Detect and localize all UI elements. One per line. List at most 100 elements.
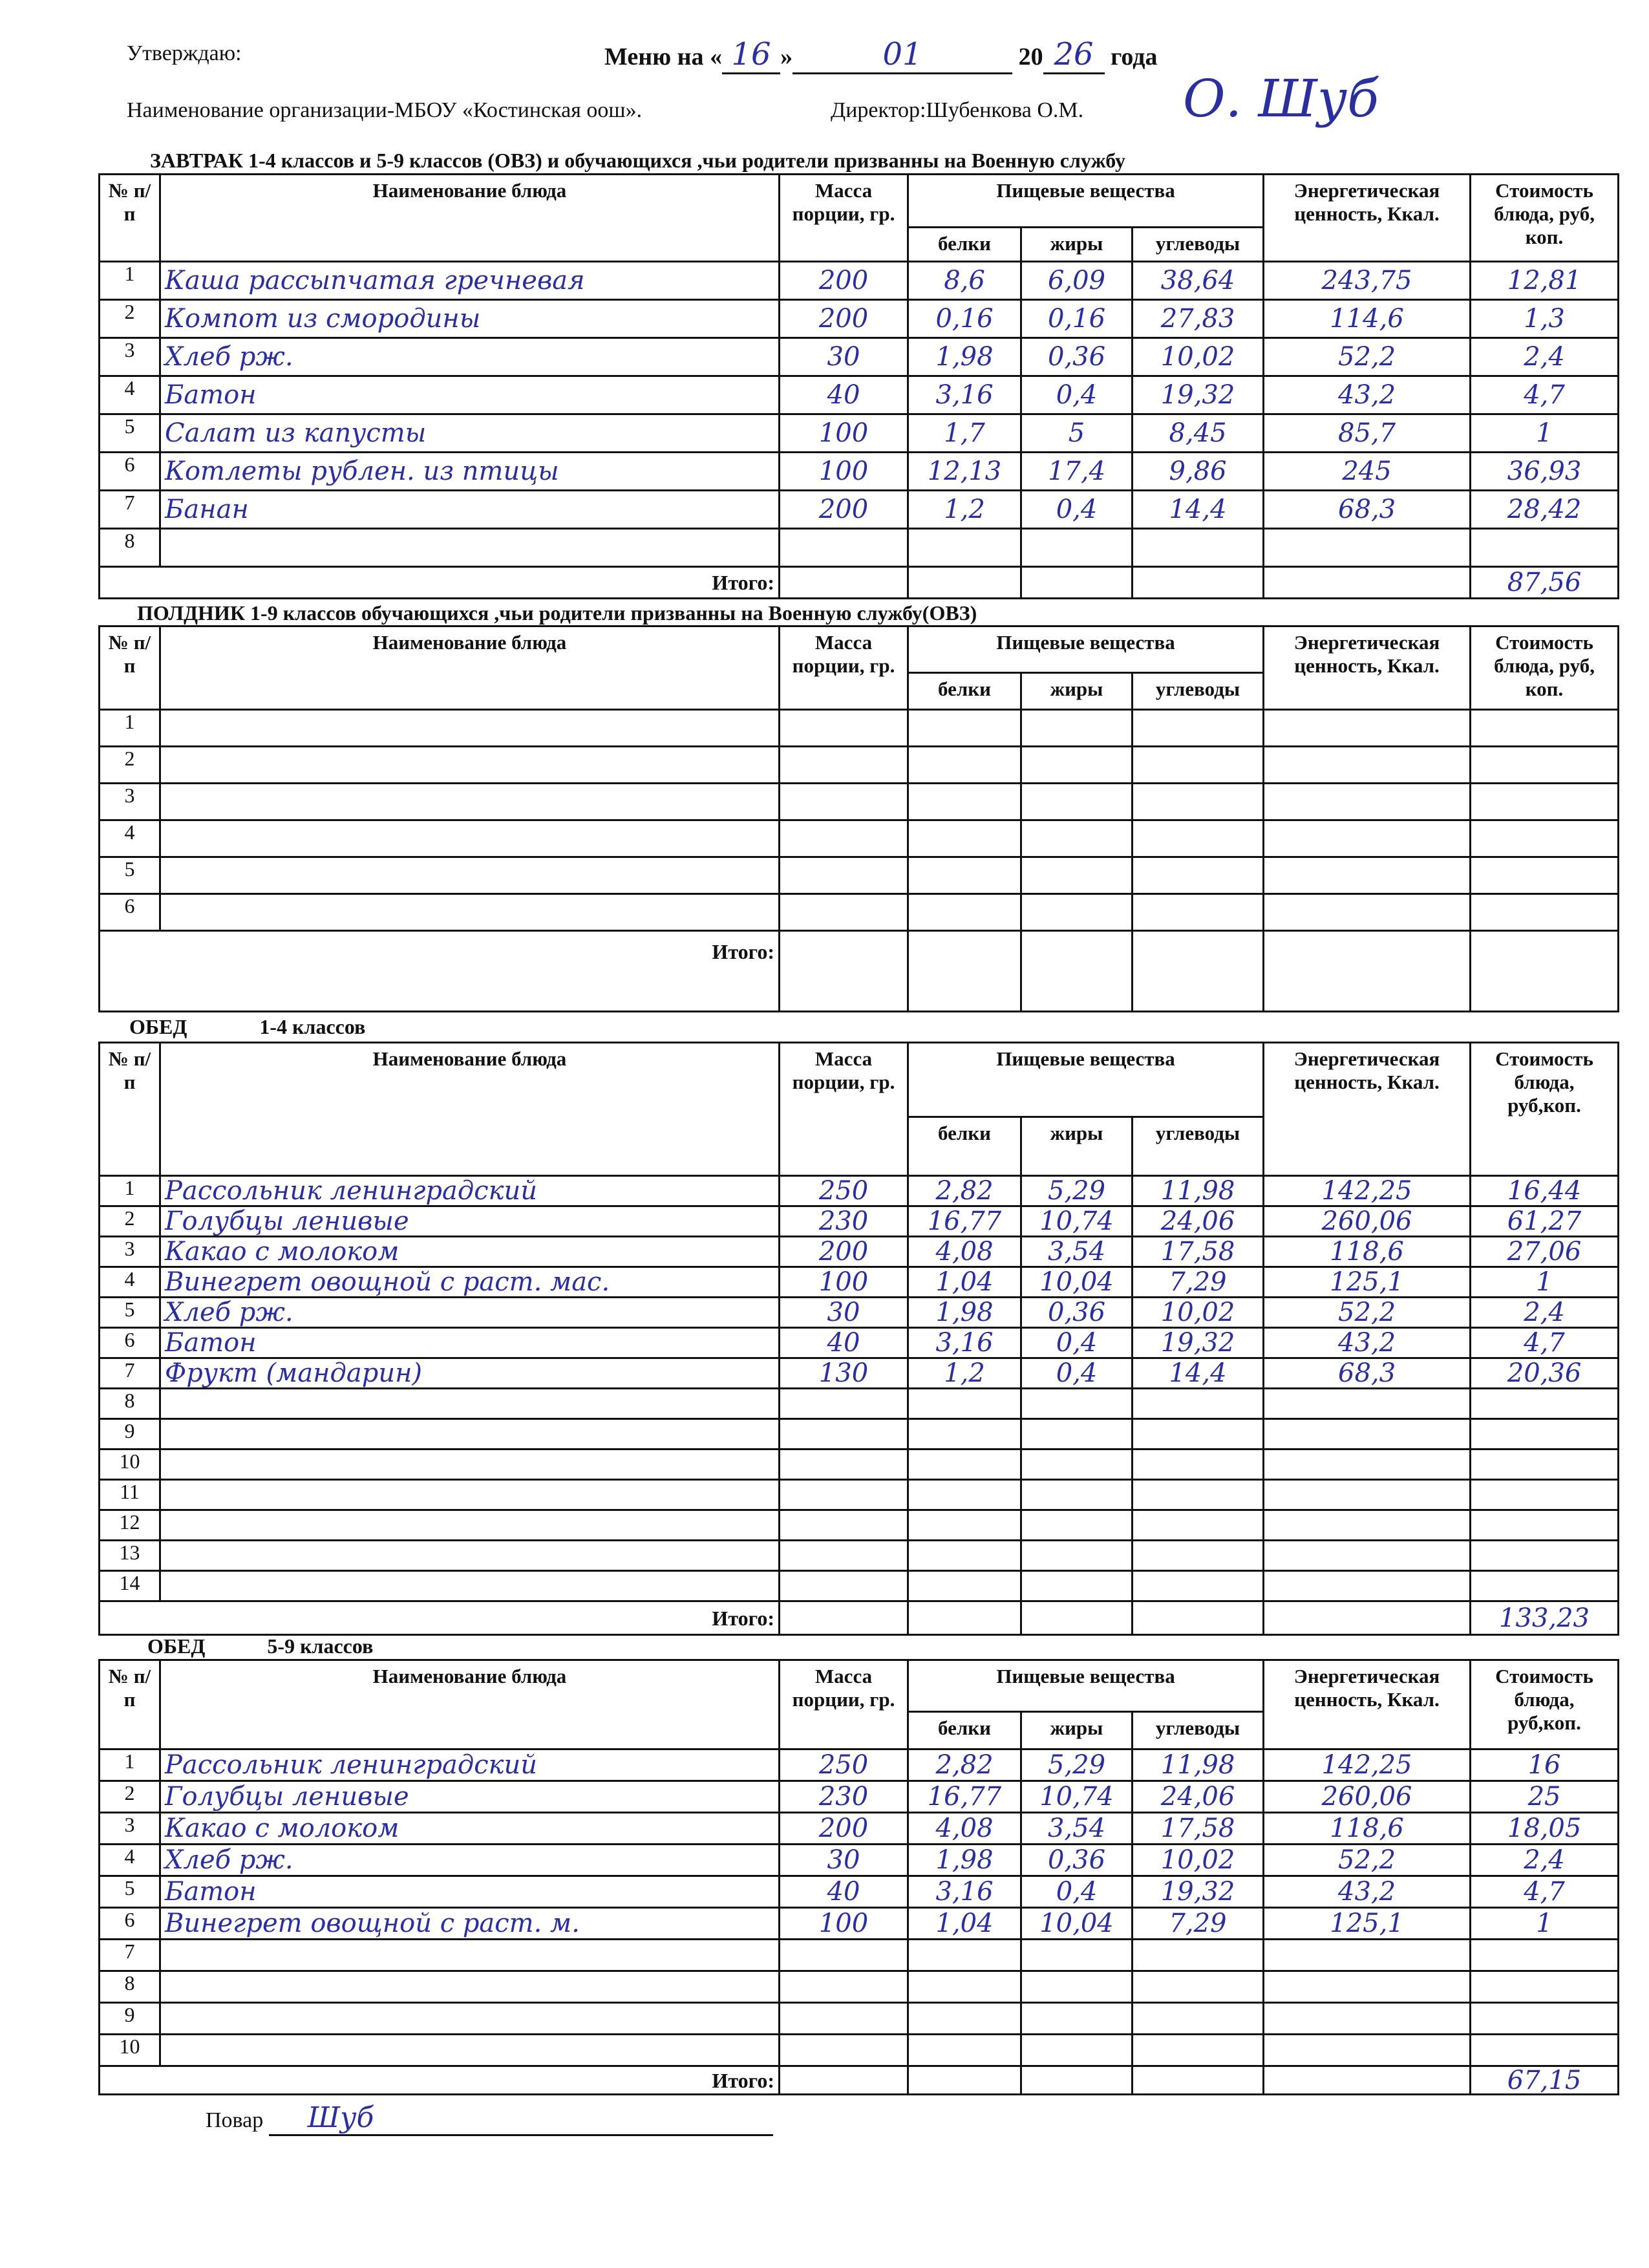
cost-cell: 36,93 bbox=[1469, 451, 1620, 491]
empty-cell bbox=[778, 2065, 909, 2095]
row-number-cell: 10 bbox=[98, 2033, 161, 2067]
menu-year: 26 bbox=[1043, 36, 1105, 74]
fats-cell bbox=[1020, 1539, 1133, 1572]
energy-kcal-cell bbox=[1262, 1938, 1472, 1972]
itogo-value: 133,23 bbox=[1469, 1600, 1620, 1636]
portion-mass-cell bbox=[778, 1539, 909, 1572]
table-row: 14 bbox=[98, 1570, 1620, 1602]
fats-cell: 6,09 bbox=[1020, 261, 1133, 301]
carbs-cell bbox=[1131, 2002, 1265, 2035]
fats-cell: 0,36 bbox=[1020, 337, 1133, 377]
energy-kcal-cell bbox=[1262, 1539, 1472, 1572]
dish-name-cell bbox=[159, 1387, 780, 1420]
table-row: 3 bbox=[98, 782, 1620, 821]
dish-name-cell: Винегрет овощной с раст. мас. bbox=[159, 1266, 780, 1298]
portion-mass-cell bbox=[778, 2002, 909, 2035]
itogo-row: Итого: bbox=[98, 930, 1620, 1012]
dish-name-cell bbox=[159, 893, 780, 932]
organization-name: Наименование организации-МБОУ «Костинска… bbox=[127, 98, 643, 122]
fats-cell bbox=[1020, 819, 1133, 858]
fats-cell: 0,4 bbox=[1020, 489, 1133, 530]
cost-cell: 27,06 bbox=[1469, 1236, 1620, 1268]
fats-cell bbox=[1020, 1418, 1133, 1450]
proteins-cell bbox=[907, 856, 1022, 895]
cost-cell: 25 bbox=[1469, 1780, 1620, 1813]
fats-cell: 10,04 bbox=[1020, 1266, 1133, 1298]
empty-cell bbox=[1020, 566, 1133, 599]
dish-name-cell bbox=[159, 528, 780, 568]
proteins-cell: 1,04 bbox=[907, 1266, 1022, 1298]
dish-name-cell bbox=[159, 1539, 780, 1572]
table-row: 3 Какао с молоком 200 4,08 3,54 17,58 118,6 27,… bbox=[98, 1236, 1620, 1268]
row-number-cell: 4 bbox=[98, 819, 161, 858]
breakfast-table: № п/п Наименование блюда Масса порции, гр.… bbox=[98, 173, 1620, 599]
table-row: 12 bbox=[98, 1509, 1620, 1541]
portion-mass-cell: 40 bbox=[778, 1327, 909, 1359]
energy-kcal-cell: 114,6 bbox=[1262, 299, 1472, 339]
table-row: 4 Винегрет овощной с раст. мас. 100 1,04 10,… bbox=[98, 1266, 1620, 1298]
table-row: 8 bbox=[98, 1387, 1620, 1420]
cost-cell: 20,36 bbox=[1469, 1357, 1620, 1389]
portion-mass-cell bbox=[778, 819, 909, 858]
carbs-cell: 38,64 bbox=[1131, 261, 1265, 301]
proteins-cell: 0,16 bbox=[907, 299, 1022, 339]
header-row: № п/п Наименование блюда Масса порции, гр.… bbox=[98, 173, 1620, 262]
cost-cell bbox=[1469, 1418, 1620, 1450]
dish-name-cell: Каша рассыпчатая гречневая bbox=[159, 261, 780, 301]
energy-kcal-cell bbox=[1262, 1570, 1472, 1602]
dish-name-cell: Голубцы ленивые bbox=[159, 1780, 780, 1813]
header-energy: Энергетическая ценность, Ккал. bbox=[1262, 173, 1472, 262]
energy-kcal-cell bbox=[1262, 2002, 1472, 2035]
carbs-cell: 24,06 bbox=[1131, 1780, 1265, 1813]
fats-cell: 0,16 bbox=[1020, 299, 1133, 339]
fats-cell: 5 bbox=[1020, 413, 1133, 453]
portion-mass-cell: 100 bbox=[778, 413, 909, 453]
cost-cell bbox=[1469, 1970, 1620, 2004]
fats-cell: 10,74 bbox=[1020, 1205, 1133, 1237]
cost-cell bbox=[1469, 745, 1620, 784]
menu-date: Меню на «16» 01 20 26 года bbox=[604, 36, 1158, 74]
header-fats: жиры bbox=[1020, 1116, 1133, 1177]
itogo-row: Итого: 133,23 bbox=[98, 1600, 1620, 1636]
row-number-cell: 7 bbox=[98, 489, 161, 530]
carbs-cell bbox=[1131, 1479, 1265, 1511]
proteins-cell: 3,16 bbox=[907, 1875, 1022, 1909]
portion-mass-cell bbox=[778, 1938, 909, 1972]
energy-kcal-cell bbox=[1262, 893, 1472, 932]
energy-kcal-cell: 260,06 bbox=[1262, 1780, 1472, 1813]
empty-cell bbox=[1262, 1600, 1472, 1636]
portion-mass-cell: 100 bbox=[778, 1266, 909, 1298]
itogo-row: Итого: 87,56 bbox=[98, 566, 1620, 599]
dish-name-cell bbox=[159, 1570, 780, 1602]
carbs-cell: 14,4 bbox=[1131, 1357, 1265, 1389]
fats-cell: 0,36 bbox=[1020, 1296, 1133, 1329]
cost-cell bbox=[1469, 2002, 1620, 2035]
row-number-cell: 12 bbox=[98, 1509, 161, 1541]
empty-cell bbox=[778, 566, 909, 599]
dish-name-cell bbox=[159, 1479, 780, 1511]
row-number-cell: 6 bbox=[98, 893, 161, 932]
fats-cell: 0,4 bbox=[1020, 1327, 1133, 1359]
proteins-cell: 3,16 bbox=[907, 1327, 1022, 1359]
table-row: 3 Хлеб рж. 30 1,98 0,36 10,02 52,2 2,4 bbox=[98, 337, 1620, 377]
empty-cell bbox=[1131, 566, 1265, 599]
dish-name-cell: Котлеты рублен. из птицы bbox=[159, 451, 780, 491]
cost-cell: 4,7 bbox=[1469, 1327, 1620, 1359]
cost-cell: 4,7 bbox=[1469, 1875, 1620, 1909]
cost-cell bbox=[1469, 709, 1620, 747]
empty-cell bbox=[1131, 1600, 1265, 1636]
proteins-cell: 1,7 bbox=[907, 413, 1022, 453]
energy-kcal-cell bbox=[1262, 2033, 1472, 2067]
fats-cell: 0,4 bbox=[1020, 1875, 1133, 1909]
fats-cell: 0,4 bbox=[1020, 375, 1133, 415]
row-number-cell: 5 bbox=[98, 1296, 161, 1329]
director-signature: О. Шуб bbox=[1183, 69, 1379, 129]
header-carbs: углеводы bbox=[1131, 1711, 1265, 1750]
cost-cell bbox=[1469, 893, 1620, 932]
approve-label: Утверждаю: bbox=[127, 41, 242, 65]
portion-mass-cell bbox=[778, 1479, 909, 1511]
empty-cell bbox=[1020, 1600, 1133, 1636]
dish-name-cell bbox=[159, 1970, 780, 2004]
dish-name-cell: Хлеб рж. bbox=[159, 1296, 780, 1329]
itogo-label: Итого: bbox=[98, 1600, 780, 1636]
